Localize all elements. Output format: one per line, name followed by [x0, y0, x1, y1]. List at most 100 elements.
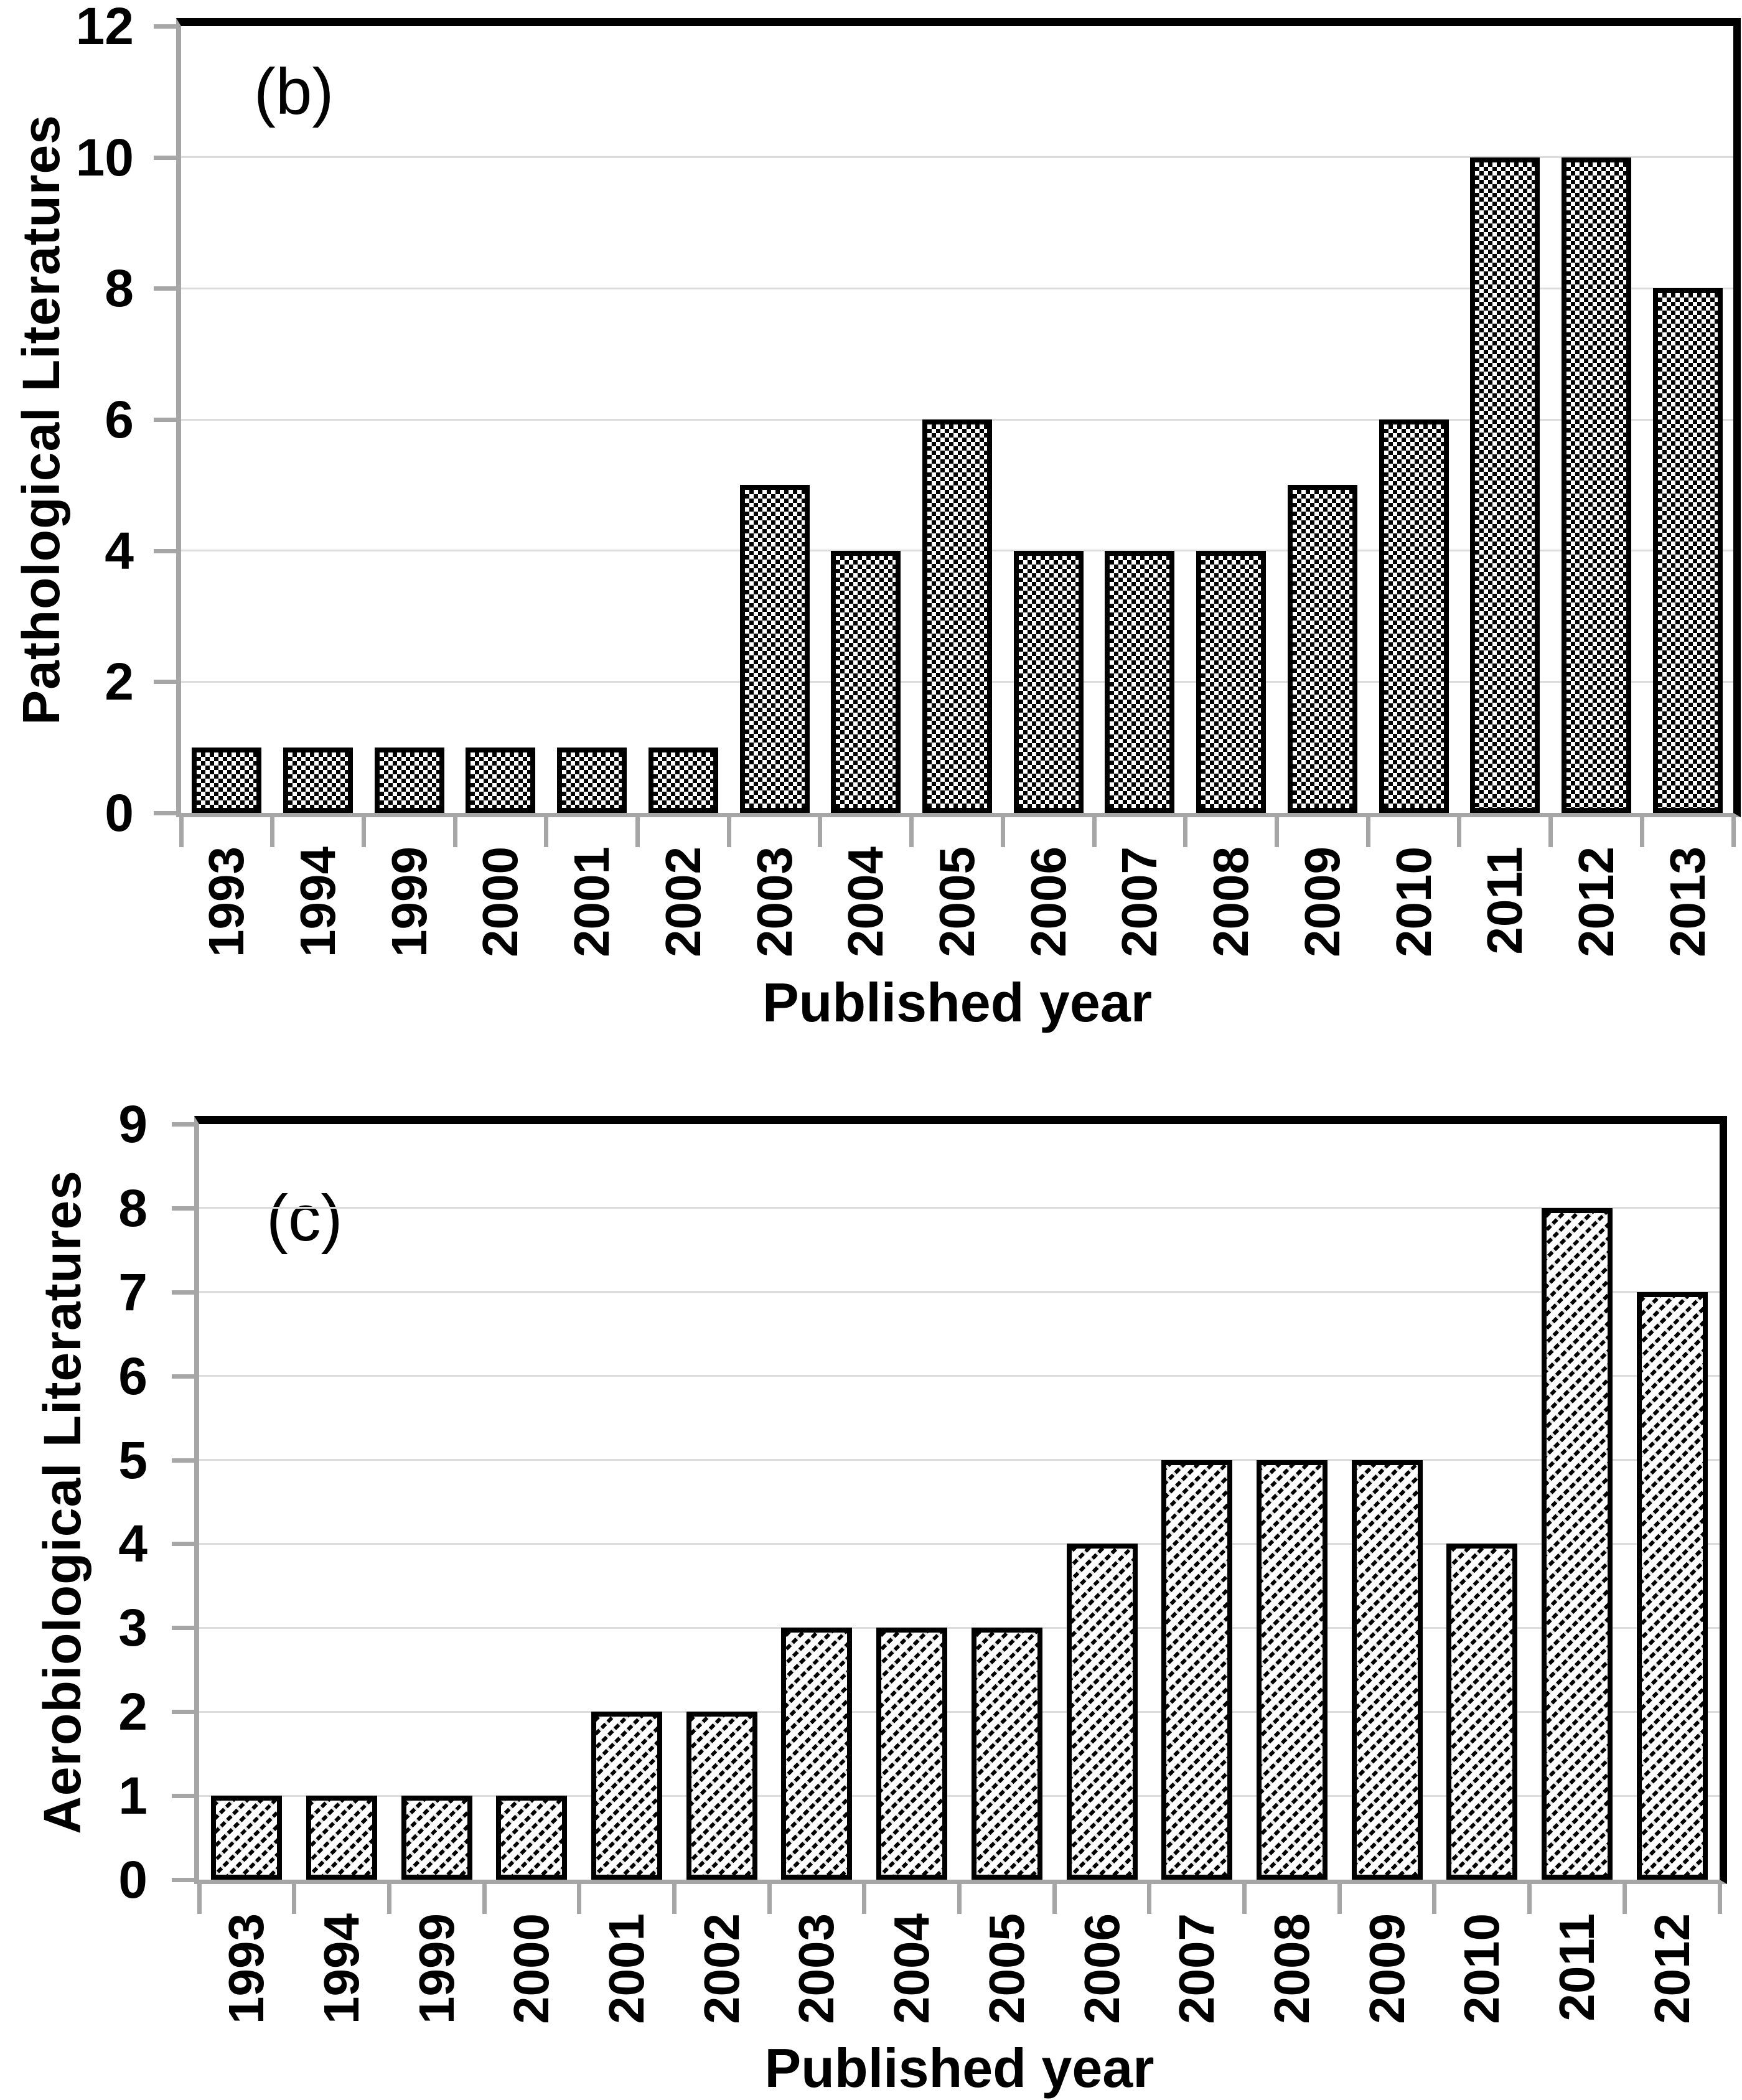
- x-tick-label: 2012: [1551, 846, 1642, 980]
- x-tick-label: 2007: [1094, 846, 1186, 980]
- y-tick-label: 12: [75, 0, 134, 55]
- x-axis-tick: [1717, 1884, 1722, 1914]
- bar-2006: [1066, 1544, 1138, 1880]
- bar-2011: [1470, 157, 1540, 813]
- y-tick-label: 4: [118, 1514, 148, 1573]
- x-tick-label-text: 1993: [199, 846, 255, 957]
- x-tick-label: 2006: [1054, 1913, 1150, 2047]
- x-axis-tick: [1000, 817, 1005, 847]
- y-tick-label: 6: [118, 1346, 148, 1405]
- x-tick-label: 2003: [729, 846, 820, 980]
- x-tick-label-text: 2007: [1112, 846, 1168, 957]
- x-tick-label: 1999: [363, 846, 455, 980]
- x-axis-tick: [1242, 1884, 1247, 1914]
- x-tick-label-text: 1993: [218, 1913, 274, 2024]
- bar-2009: [1287, 485, 1357, 813]
- x-tick-label: 1994: [294, 1913, 390, 2047]
- y-axis-tick: [172, 1710, 194, 1715]
- x-axis-title-panel-b: Published year: [762, 972, 1152, 1033]
- x-tick-label-text: 2012: [1568, 846, 1624, 957]
- gridline: [199, 1207, 1720, 1209]
- x-tick-label: 1999: [389, 1913, 484, 2047]
- x-tick-label: 2005: [960, 1913, 1055, 2047]
- x-axis-tick: [270, 817, 275, 847]
- y-axis-tick: [154, 24, 176, 29]
- bar-2002: [686, 1712, 757, 1880]
- bar-2009: [1351, 1460, 1423, 1880]
- x-axis-tick: [386, 1884, 391, 1914]
- gridline: [181, 156, 1733, 159]
- bar-2003: [781, 1628, 853, 1880]
- bar-2004: [831, 550, 901, 813]
- x-tick-label-text: 2009: [1294, 846, 1350, 957]
- bar-2007: [1161, 1460, 1233, 1880]
- x-tick-label-text: 2004: [884, 1913, 940, 2024]
- y-axis-tick: [172, 1878, 194, 1882]
- x-axis-tick: [1548, 817, 1553, 847]
- x-tick-label-text: 1994: [290, 846, 346, 957]
- x-tick-label-text: 2008: [1203, 846, 1259, 957]
- y-tick-label: 0: [118, 1850, 148, 1909]
- x-tick-label: 2009: [1276, 846, 1368, 980]
- bar-1999: [374, 747, 444, 813]
- x-axis-tick: [767, 1884, 772, 1914]
- gridline: [181, 287, 1733, 289]
- x-axis-tick: [1274, 817, 1279, 847]
- y-tick-label: 7: [118, 1262, 148, 1321]
- x-axis-title-panel-c: Published year: [764, 2037, 1154, 2099]
- x-tick-label-text: 2003: [789, 1913, 845, 2024]
- y-axis-tick: [172, 1626, 194, 1631]
- x-tick-label: 2001: [579, 1913, 675, 2047]
- x-tick-label-text: 1999: [408, 1913, 464, 2024]
- bar-2000: [466, 747, 536, 813]
- x-axis-tick: [1457, 817, 1462, 847]
- x-tick-label: 2013: [1642, 846, 1733, 980]
- x-axis-tick: [197, 1884, 202, 1914]
- x-tick-label: 2010: [1368, 846, 1459, 980]
- x-tick-label-text: 2009: [1359, 1913, 1415, 2024]
- x-axis-tick: [909, 817, 914, 847]
- gridline: [199, 1794, 1720, 1797]
- x-tick-label-text: 2004: [838, 846, 894, 957]
- x-tick-label: 1993: [199, 1913, 294, 2047]
- x-tick-label-text: 2010: [1385, 846, 1441, 957]
- y-axis-tick: [154, 155, 176, 160]
- bar-2005: [922, 420, 992, 813]
- x-tick-label: 2001: [546, 846, 638, 980]
- bar-2012: [1561, 157, 1631, 813]
- y-axis-tick: [172, 1206, 194, 1211]
- bar-1994: [283, 747, 354, 813]
- x-tick-label-text: 2013: [1659, 846, 1715, 957]
- x-tick-label: 2000: [455, 846, 546, 980]
- x-tick-label: 2012: [1624, 1913, 1720, 2047]
- x-tick-label: 2009: [1339, 1913, 1435, 2047]
- x-axis-tick: [1639, 817, 1644, 847]
- x-tick-label: 1994: [273, 846, 364, 980]
- x-tick-label-text: 2001: [564, 846, 620, 957]
- bar-2005: [971, 1628, 1042, 1880]
- bar-2001: [591, 1712, 663, 1880]
- x-tick-label: 2010: [1435, 1913, 1530, 2047]
- x-axis-tick: [482, 1884, 487, 1914]
- gridline: [199, 1291, 1720, 1293]
- gridline: [199, 1710, 1720, 1713]
- y-axis-tick: [172, 1794, 194, 1799]
- x-tick-label-text: 2001: [599, 1913, 655, 2024]
- x-axis-tick: [1527, 1884, 1532, 1914]
- x-axis-tick: [1183, 817, 1188, 847]
- x-tick-label: 2005: [912, 846, 1003, 980]
- x-tick-label-text: 2005: [929, 846, 985, 957]
- x-axis-tick: [292, 1884, 297, 1914]
- gridline: [199, 1542, 1720, 1545]
- y-axis-tick: [154, 680, 176, 685]
- x-tick-label: 1993: [181, 846, 273, 980]
- x-axis-tick: [361, 817, 366, 847]
- y-axis-tick: [154, 418, 176, 422]
- y-tick-label: 2: [105, 652, 134, 711]
- x-axis-tick: [452, 817, 457, 847]
- bar-2010: [1446, 1544, 1518, 1880]
- x-tick-label-text: 2006: [1020, 846, 1076, 957]
- y-tick-label: 8: [105, 259, 134, 318]
- x-tick-label: 2008: [1245, 1913, 1340, 2047]
- x-axis-tick: [577, 1884, 582, 1914]
